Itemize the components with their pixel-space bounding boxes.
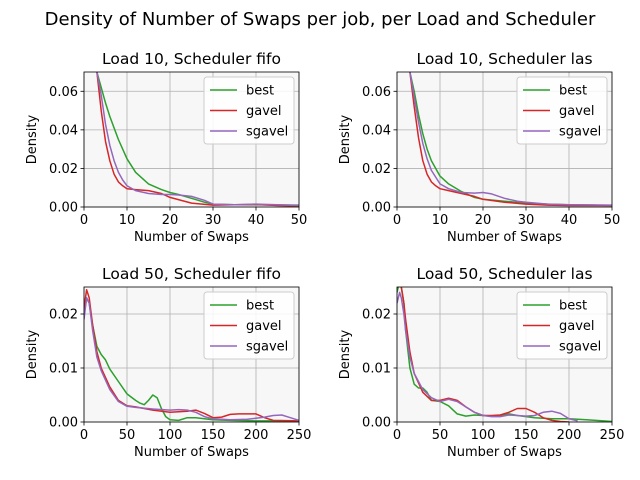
x-tick-label: 0 [80, 213, 88, 228]
x-tick-label: 200 [244, 428, 269, 443]
axes-frame [83, 71, 300, 208]
x-tick-label: 200 [557, 428, 582, 443]
y-tick-label: 0.01 [49, 362, 78, 377]
y-tick-label: 0.02 [362, 162, 391, 177]
legend-label-sgavel: sgavel [559, 125, 601, 140]
x-tick-label: 0 [393, 428, 401, 443]
x-tick-label: 50 [604, 213, 621, 228]
legend-label-sgavel: sgavel [246, 340, 288, 355]
legend-label-best: best [559, 299, 587, 314]
subplot-1: 0 10 20 30 40 50 0.00 0.02 0.04 0.06 Load 10, Sche… [25, 50, 307, 245]
series-lines [84, 288, 299, 422]
y-tick-label: 0.00 [49, 416, 78, 431]
legend-box [203, 76, 295, 145]
x-tick-label: 40 [248, 213, 265, 228]
x-tick-label: 100 [158, 428, 183, 443]
legend-label-best: best [559, 84, 587, 99]
legend-box [203, 291, 295, 360]
subplot-title: Load 50, Scheduler las [416, 265, 592, 283]
subplot-title: Load 10, Scheduler las [416, 50, 592, 68]
legend-label-sgavel: sgavel [559, 340, 601, 355]
series-line-sgavel [409, 72, 612, 206]
x-tick-label: 10 [432, 213, 449, 228]
x-tick-label: 30 [205, 213, 222, 228]
x-tick-label: 50 [119, 428, 136, 443]
subplot-3: 0 50 100 150 200 250 0.00 0.01 0.02 Load 50, Sche… [25, 265, 311, 460]
series-lines [397, 287, 612, 422]
x-tick-label: 50 [432, 428, 449, 443]
series-line-best [84, 297, 299, 422]
y-axis-label: Density [338, 114, 353, 164]
y-tick-label: 0.02 [362, 308, 391, 323]
legend-label-best: best [246, 299, 274, 314]
legend-label-gavel: gavel [246, 104, 282, 119]
y-tick-label: 0.06 [49, 85, 78, 100]
x-axis-label: Number of Swaps [134, 230, 249, 245]
y-tick-label: 0.00 [49, 201, 78, 216]
y-tick-label: 0.06 [362, 85, 391, 100]
legend: best gavel sgavel [203, 291, 295, 360]
x-tick-label: 100 [471, 428, 496, 443]
legend-label-best: best [246, 84, 274, 99]
y-tick-label: 0.04 [49, 123, 78, 138]
y-tick-label: 0.00 [362, 416, 391, 431]
x-tick-label: 0 [393, 213, 401, 228]
subplot-4: 0 50 100 150 200 250 0.00 0.01 0.02 Load 50, Sche… [338, 265, 624, 460]
x-tick-label: 30 [518, 213, 535, 228]
x-axis-label: Number of Swaps [447, 445, 562, 460]
series-lines [409, 72, 612, 207]
legend: best gavel sgavel [516, 76, 608, 145]
axes-frame [396, 286, 613, 423]
y-axis-label: Density [338, 329, 353, 379]
x-tick-label: 150 [514, 428, 539, 443]
series-line-gavel [84, 288, 299, 422]
legend-label-gavel: gavel [559, 319, 595, 334]
subplot-2: 0 10 20 30 40 50 0.00 0.02 0.04 0.06 Load 10, Sche… [338, 50, 620, 245]
y-tick-label: 0.02 [49, 308, 78, 323]
figure-title: Density of Number of Swaps per job, per … [45, 9, 596, 30]
legend: best gavel sgavel [516, 291, 608, 360]
legend-label-gavel: gavel [559, 104, 595, 119]
x-tick-label: 250 [287, 428, 312, 443]
y-tick-label: 0.02 [49, 162, 78, 177]
series-line-sgavel [84, 297, 299, 422]
legend-box [516, 76, 608, 145]
x-tick-label: 0 [80, 428, 88, 443]
series-line-sgavel [397, 291, 578, 422]
x-tick-label: 20 [162, 213, 179, 228]
y-axis-label: Density [25, 329, 40, 379]
legend-box [516, 291, 608, 360]
legend-label-sgavel: sgavel [246, 125, 288, 140]
subplot-title: Load 50, Scheduler fifo [102, 265, 281, 283]
x-tick-label: 250 [600, 428, 625, 443]
x-tick-label: 20 [475, 213, 492, 228]
x-axis-label: Number of Swaps [134, 445, 249, 460]
y-axis-label: Density [25, 114, 40, 164]
x-axis-label: Number of Swaps [447, 230, 562, 245]
series-line-sgavel [96, 72, 299, 207]
y-tick-label: 0.01 [362, 362, 391, 377]
subplot-title: Load 10, Scheduler fifo [102, 50, 281, 68]
axes-frame [83, 286, 300, 423]
x-tick-label: 10 [119, 213, 136, 228]
subplot-grid: 0 10 20 30 40 50 0.00 0.02 0.04 0.06 Load 10, Sche… [25, 50, 624, 460]
axes-frame [396, 71, 613, 208]
x-tick-label: 150 [201, 428, 226, 443]
y-tick-label: 0.00 [362, 201, 391, 216]
series-lines [96, 72, 299, 207]
x-tick-label: 50 [291, 213, 308, 228]
y-tick-label: 0.04 [362, 123, 391, 138]
legend-label-gavel: gavel [246, 319, 282, 334]
legend: best gavel sgavel [203, 76, 295, 145]
series-line-gavel [409, 72, 612, 207]
x-tick-label: 40 [561, 213, 578, 228]
